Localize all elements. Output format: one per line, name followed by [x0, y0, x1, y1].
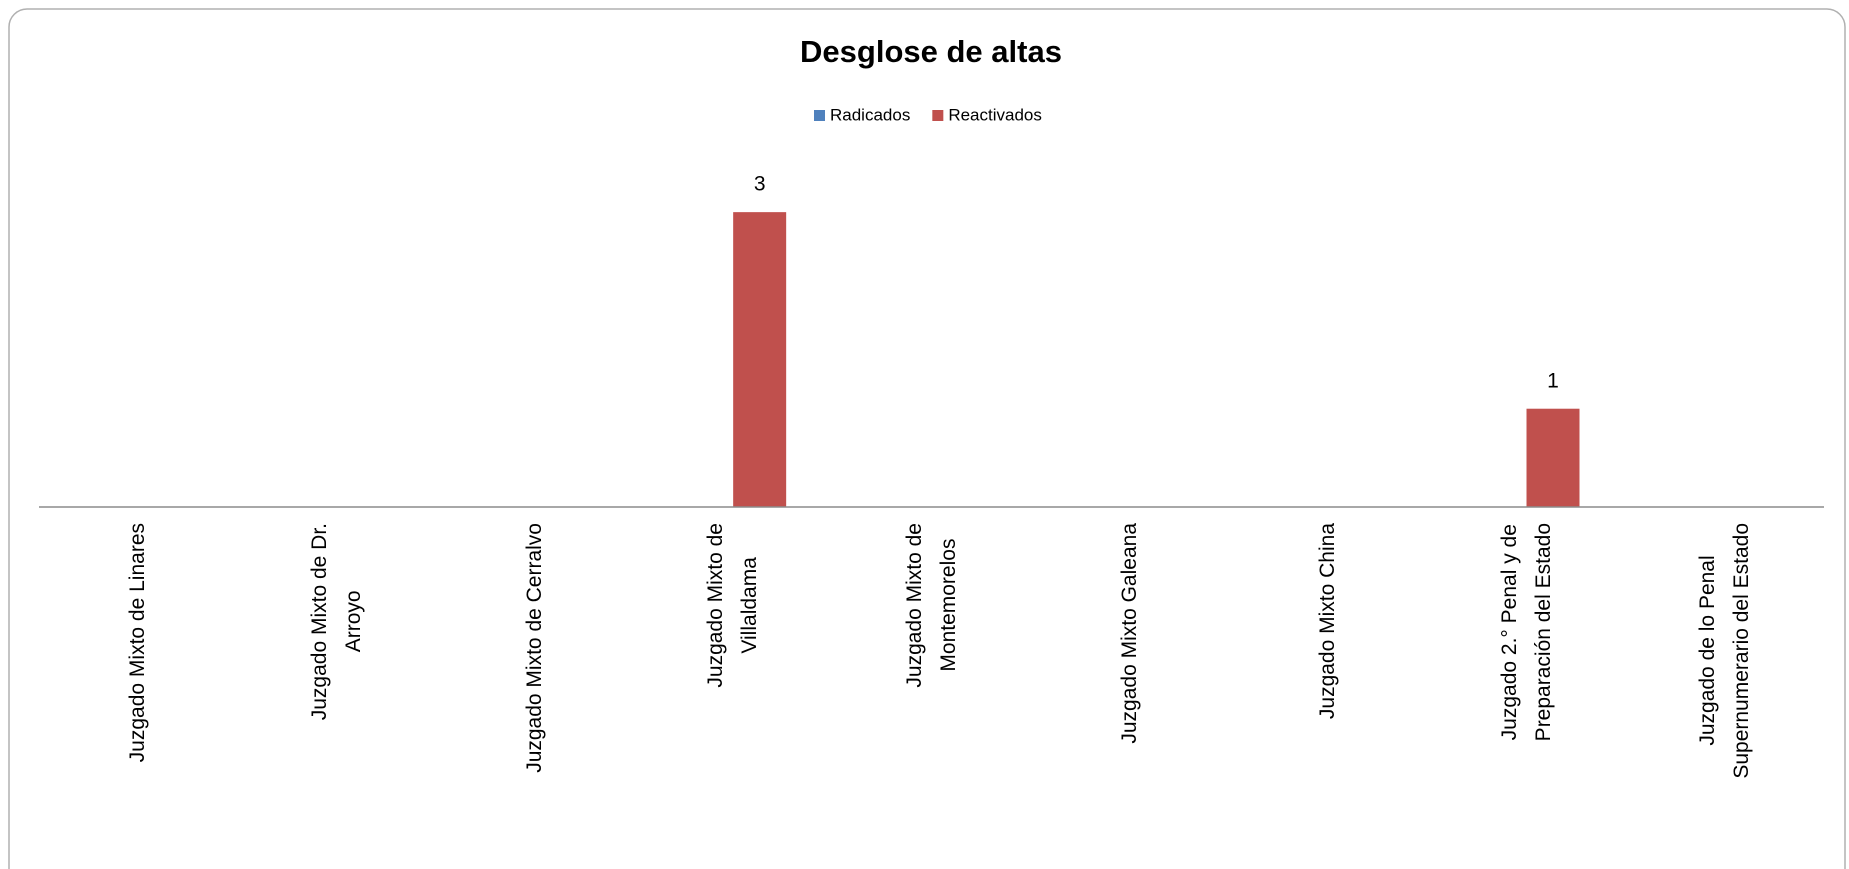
- x-tick-label: Juzgado 2.° Penal y de Preparación del E…: [1497, 523, 1555, 742]
- legend-swatch: [814, 110, 825, 121]
- legend-swatch: [932, 110, 944, 121]
- legend-label: Radicados: [830, 105, 910, 124]
- data-label: 3: [754, 173, 766, 196]
- x-tick-label: Juzgado Mixto de Villaldama: [704, 523, 762, 688]
- x-tick-label: Juzgado Mixto de Cerralvo: [522, 523, 546, 773]
- x-tick-label: Juzgado Mixto de Dr. Arroyo: [307, 523, 365, 721]
- x-tick-label: Juzgado Mixto Galeana: [1117, 523, 1141, 744]
- bar: [733, 212, 787, 507]
- legend-label: Reactivados: [948, 105, 1042, 124]
- x-tick-label: Juzgado Mixto de Montemorelos: [902, 523, 960, 688]
- bar: [1526, 408, 1580, 507]
- chart-border: [8, 8, 1846, 869]
- chart-title: Desglose de altas: [800, 34, 1062, 69]
- x-tick-label: Juzgado de lo Penal Supernumerario del E…: [1695, 523, 1753, 779]
- x-tick-label: Juzgado Mixto de Linares: [126, 523, 150, 763]
- data-label: 1: [1547, 369, 1559, 392]
- x-tick-label: Juzgado Mixto China: [1316, 523, 1340, 720]
